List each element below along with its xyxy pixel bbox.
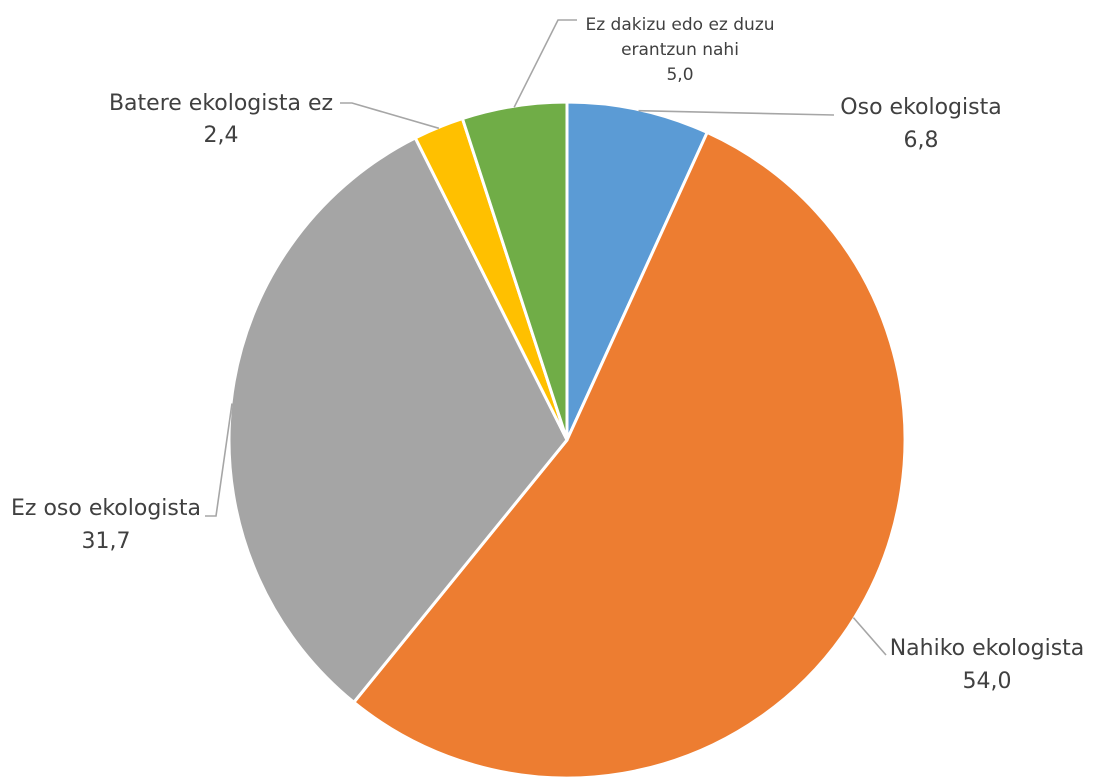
leader-batere-ekologista-ez — [340, 102, 440, 130]
label-ez-dakizu-line-1: Ez dakizu edo ez duzu — [585, 15, 774, 35]
slice-ez-oso-ekologista — [227, 136, 569, 704]
leader-nahiko-ekologista — [852, 617, 887, 656]
label-batere-ekologista-ez: Batere ekologista ez — [109, 91, 333, 116]
label-ez-dakizu-line-2: erantzun nahi — [621, 40, 739, 60]
label-nahiko-ekologista: Nahiko ekologista — [890, 636, 1085, 661]
label-ez-oso-ekologista: Ez oso ekologista — [11, 496, 201, 521]
value-oso-ekologista: 6,8 — [904, 128, 939, 153]
value-nahiko-ekologista: 54,0 — [963, 669, 1012, 694]
value-batere-ekologista-ez: 2,4 — [204, 123, 239, 148]
label-oso-ekologista: Oso ekologista — [840, 95, 1001, 120]
pie-slices — [227, 100, 907, 778]
value-ez-dakizu: 5,0 — [666, 65, 693, 85]
leader-ez-dakizu — [513, 19, 577, 108]
value-ez-oso-ekologista: 31,7 — [82, 529, 131, 554]
leader-lines — [205, 19, 887, 656]
leader-oso-ekologista — [638, 109, 835, 116]
leader-ez-oso-ekologista — [205, 403, 233, 517]
slice-oso-ekologista — [565, 100, 709, 442]
